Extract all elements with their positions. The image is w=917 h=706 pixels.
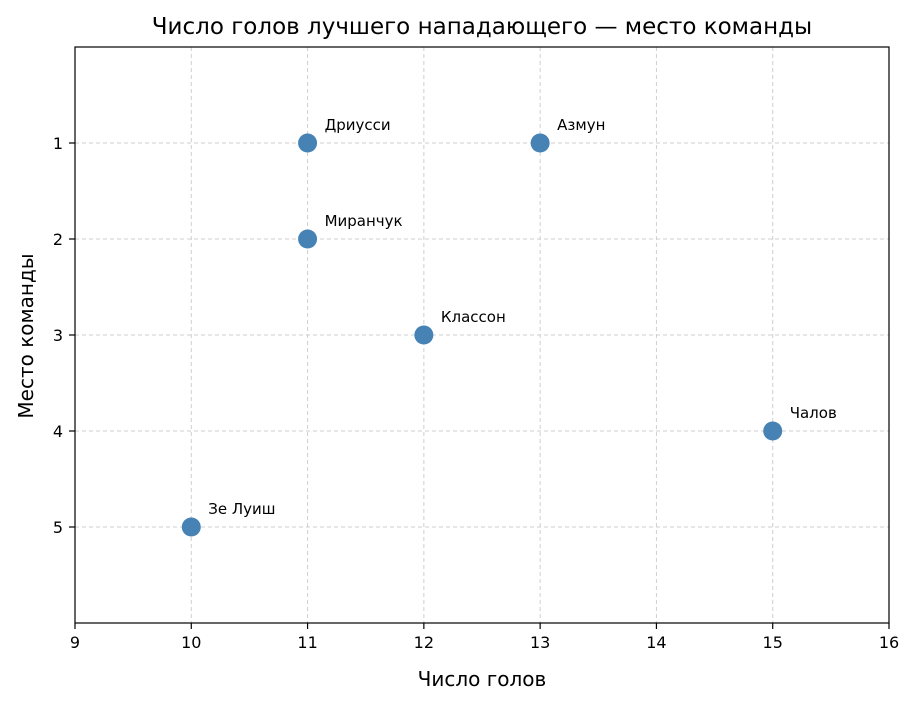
y-tick-label-2: 3 (53, 326, 63, 345)
point-label-0: Дриусси (325, 116, 391, 134)
x-tick-label-1: 10 (181, 633, 201, 652)
point-label-3: Классон (441, 308, 506, 326)
y-tick-label-1: 2 (53, 230, 63, 249)
data-point-1 (530, 133, 550, 153)
x-axis-label: Число голов (418, 667, 547, 691)
point-label-2: Миранчук (325, 212, 403, 230)
data-point-3 (414, 325, 434, 345)
data-point-5 (181, 517, 201, 537)
data-point-2 (298, 229, 318, 249)
data-point-4 (763, 421, 783, 441)
data-point-0 (298, 133, 318, 153)
y-tick-label-0: 1 (53, 134, 63, 153)
point-label-1: Азмун (557, 116, 605, 134)
x-tick-label-5: 14 (646, 633, 666, 652)
chart-title: Число голов лучшего нападающего — место … (152, 14, 812, 40)
x-tick-label-3: 12 (414, 633, 434, 652)
y-tick-label-4: 5 (53, 518, 63, 537)
x-tick-label-7: 16 (879, 633, 899, 652)
y-tick-label-3: 4 (53, 422, 63, 441)
x-axis: 9 10 11 12 13 14 15 16 (70, 623, 899, 652)
x-tick-label-0: 9 (70, 633, 80, 652)
grid-lines (75, 47, 889, 623)
point-label-4: Чалов (790, 404, 837, 422)
x-tick-label-2: 11 (297, 633, 317, 652)
data-points: Дриусси Азмун Миранчук Классон Чалов Зе Луиш (181, 116, 837, 537)
y-axis: 1 2 3 4 5 (53, 134, 75, 537)
x-tick-label-6: 15 (763, 633, 783, 652)
y-axis-label: Место команды (14, 253, 38, 418)
x-tick-label-4: 13 (530, 633, 550, 652)
point-label-5: Зе Луиш (208, 500, 275, 518)
